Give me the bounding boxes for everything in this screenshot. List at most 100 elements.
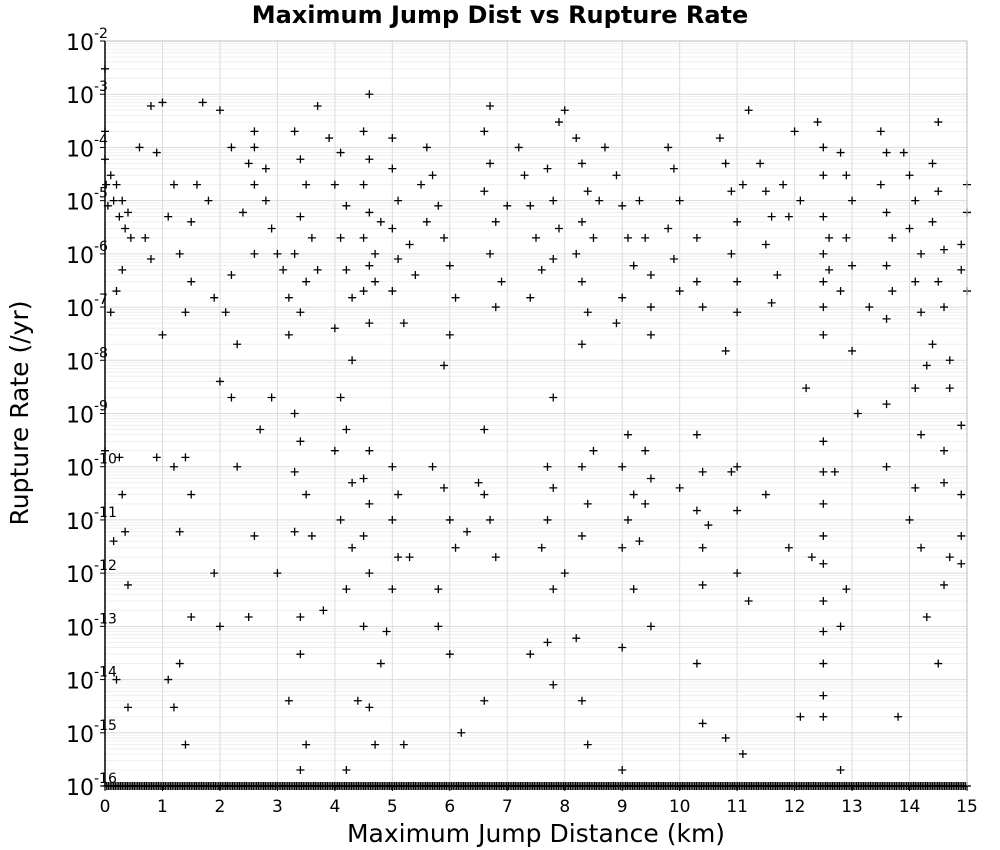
x-tick-label: 1	[157, 797, 168, 817]
data-point	[250, 180, 259, 189]
data-point	[848, 196, 857, 205]
data-point	[836, 765, 845, 774]
data-point	[325, 134, 334, 143]
data-point	[618, 643, 627, 652]
data-point	[480, 490, 489, 499]
data-point	[842, 171, 851, 180]
data-point	[882, 208, 891, 217]
data-point	[853, 409, 862, 418]
data-point	[836, 287, 845, 296]
data-point	[733, 462, 742, 471]
data-point	[359, 287, 368, 296]
data-point	[577, 462, 586, 471]
data-point	[123, 703, 132, 712]
data-point	[279, 265, 288, 274]
data-point	[233, 462, 242, 471]
data-point	[618, 293, 627, 302]
x-tick-labels: 0 1 2 3 4 5 6 7 8 9 10 11 12 13 14 15	[100, 786, 978, 817]
data-point	[422, 217, 431, 226]
data-point	[842, 233, 851, 242]
data-point	[549, 393, 558, 402]
data-point	[848, 261, 857, 270]
data-point	[359, 531, 368, 540]
data-point	[727, 187, 736, 196]
data-point	[612, 171, 621, 180]
x-tick-label: 4	[329, 797, 340, 817]
data-point	[934, 659, 943, 668]
data-point	[204, 196, 213, 205]
data-point	[572, 634, 581, 643]
data-point	[819, 659, 828, 668]
data-point	[227, 393, 236, 402]
data-point	[158, 98, 167, 107]
data-point	[888, 287, 897, 296]
data-point	[164, 212, 173, 221]
x-tick-label: 0	[100, 797, 111, 817]
y-tick-label: 10-15	[66, 718, 117, 748]
data-point	[359, 127, 368, 136]
data-point	[819, 627, 828, 636]
data-point	[371, 740, 380, 749]
data-point	[187, 612, 196, 621]
data-point	[480, 127, 489, 136]
data-point	[911, 277, 920, 286]
data-point	[761, 240, 770, 249]
data-point	[549, 255, 558, 264]
data-point	[118, 196, 127, 205]
data-point	[819, 212, 828, 221]
x-tick-label: 8	[559, 797, 570, 817]
x-tick-label: 2	[215, 797, 226, 817]
data-point	[486, 102, 495, 111]
data-point	[664, 224, 673, 233]
data-point	[342, 765, 351, 774]
data-point	[629, 490, 638, 499]
data-point	[940, 303, 949, 312]
data-point	[882, 261, 891, 270]
data-point	[445, 261, 454, 270]
data-point	[738, 749, 747, 758]
data-point	[526, 650, 535, 659]
data-point	[405, 553, 414, 562]
data-point	[917, 308, 926, 317]
data-point	[146, 255, 155, 264]
data-point	[273, 249, 282, 258]
data-point	[882, 148, 891, 157]
data-point	[819, 531, 828, 540]
data-point	[940, 245, 949, 254]
data-point	[957, 531, 966, 540]
data-point	[106, 171, 115, 180]
data-point	[928, 159, 937, 168]
data-point	[733, 217, 742, 226]
data-point	[945, 553, 954, 562]
data-point	[865, 303, 874, 312]
data-point	[376, 659, 385, 668]
data-point	[434, 622, 443, 631]
data-point	[250, 249, 259, 258]
data-point	[313, 102, 322, 111]
x-tick-label: 15	[956, 797, 978, 817]
data-point	[646, 622, 655, 631]
data-point	[692, 277, 701, 286]
data-point	[187, 277, 196, 286]
data-point	[669, 164, 678, 173]
data-point	[583, 187, 592, 196]
data-point	[164, 675, 173, 684]
data-point	[790, 127, 799, 136]
data-point	[738, 180, 747, 189]
data-point	[210, 293, 219, 302]
data-point	[583, 499, 592, 508]
data-point	[256, 425, 265, 434]
x-tick-label: 11	[726, 797, 748, 817]
data-point	[102, 180, 111, 189]
data-point	[761, 187, 770, 196]
data-point	[940, 478, 949, 487]
data-point	[543, 638, 552, 647]
data-point	[486, 249, 495, 258]
data-point	[118, 265, 127, 274]
x-tick-label: 10	[669, 797, 691, 817]
data-point	[215, 377, 224, 386]
data-point	[876, 127, 885, 136]
data-point	[296, 155, 305, 164]
data-point	[480, 187, 489, 196]
